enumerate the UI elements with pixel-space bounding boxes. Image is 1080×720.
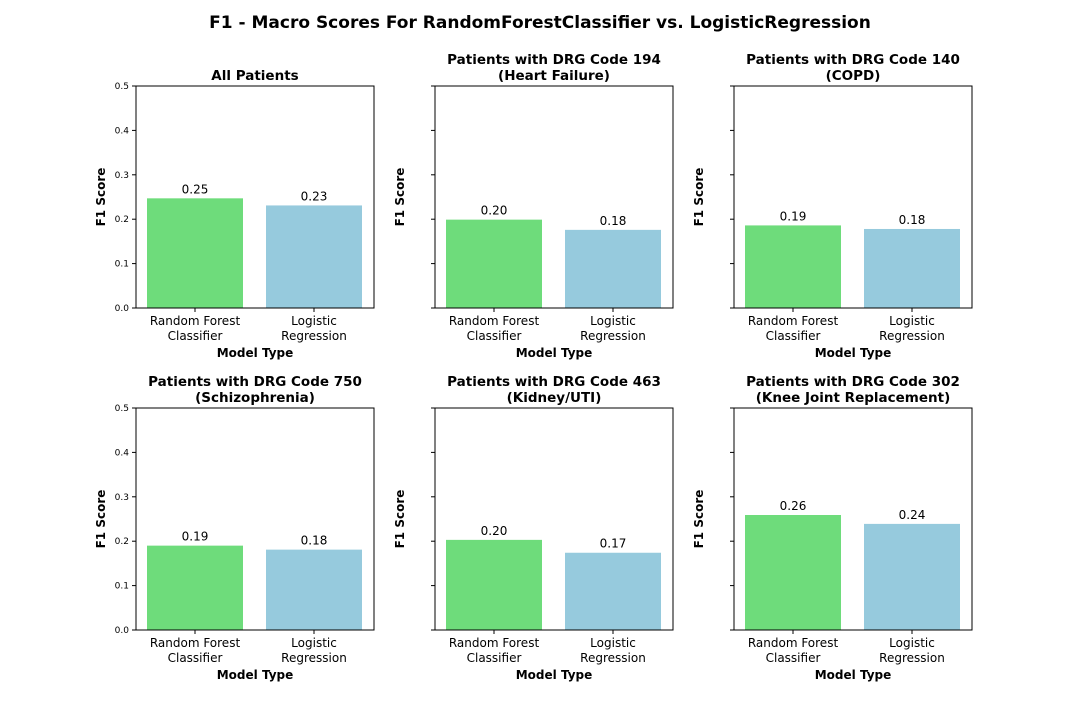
bar-value-label: 0.20 — [481, 204, 508, 218]
subplot-3: Patients with DRG Code 140(COPD) 0.19 Rand… — [692, 52, 973, 360]
subplot-title: (COPD) — [826, 68, 881, 84]
y-axis-label: F1 Score — [393, 490, 407, 549]
subplot-title: Patients with DRG Code 302 — [746, 374, 960, 390]
x-tick-label: Random Forest — [449, 636, 540, 650]
bar-random-forest — [147, 198, 243, 308]
axes-frame — [434, 407, 674, 631]
y-axis-label: F1 Score — [692, 490, 706, 549]
subplot-title: (Schizophrenia) — [195, 390, 315, 406]
x-axis-label: Model Type — [217, 346, 294, 360]
y-tick-label: 0.4 — [115, 126, 130, 136]
y-tick-label: 0.4 — [115, 448, 130, 458]
subplot-title: Patients with DRG Code 140 — [746, 52, 960, 68]
axes-frame — [135, 85, 375, 309]
bar-value-label: 0.19 — [182, 530, 209, 544]
x-tick-label: Classifier — [766, 651, 821, 665]
x-axis-label: Model Type — [815, 668, 892, 682]
subplot-6: Patients with DRG Code 302(Knee Joint Re… — [692, 374, 973, 682]
y-tick-label: 0.0 — [115, 304, 130, 314]
subplot-title: (Knee Joint Replacement) — [756, 390, 951, 406]
x-tick-label: Classifier — [168, 329, 223, 343]
subplot-title: Patients with DRG Code 750 — [148, 374, 362, 390]
bar-value-label: 0.19 — [780, 209, 807, 223]
x-tick-label: Classifier — [467, 651, 522, 665]
axes-frame — [733, 407, 973, 631]
y-tick-label: 0.2 — [115, 215, 129, 225]
subplot-title: All Patients — [211, 68, 298, 84]
bar-random-forest — [745, 225, 841, 308]
x-axis-label: Model Type — [516, 346, 593, 360]
bar-random-forest — [446, 219, 542, 308]
bar-logistic — [864, 523, 960, 630]
bar-logistic — [266, 549, 362, 630]
axes-frame — [434, 85, 674, 309]
bar-logistic — [565, 229, 661, 308]
x-tick-label: Random Forest — [150, 314, 241, 328]
x-tick-label: Random Forest — [449, 314, 540, 328]
y-axis-label: F1 Score — [393, 168, 407, 227]
bar-value-label: 0.18 — [301, 534, 328, 548]
x-tick-label: Random Forest — [150, 636, 241, 650]
x-tick-label: Regression — [580, 651, 646, 665]
subplot-title: (Heart Failure) — [498, 68, 610, 84]
bar-logistic — [266, 205, 362, 308]
bar-random-forest — [446, 539, 542, 630]
subplot-title: Patients with DRG Code 463 — [447, 374, 661, 390]
x-tick-label: Classifier — [467, 329, 522, 343]
bar-random-forest — [745, 515, 841, 630]
bar-value-label: 0.18 — [899, 213, 926, 227]
x-tick-label: Classifier — [168, 651, 223, 665]
figure-title: F1 - Macro Scores For RandomForestClassi… — [209, 13, 871, 33]
x-tick-label: Regression — [281, 651, 347, 665]
bar-logistic — [565, 552, 661, 630]
x-tick-label: Logistic — [291, 636, 337, 650]
x-axis-label: Model Type — [516, 668, 593, 682]
y-tick-label: 0.2 — [115, 537, 129, 547]
y-tick-label: 0.0 — [115, 626, 130, 636]
bar-value-label: 0.18 — [600, 214, 627, 228]
x-tick-label: Logistic — [291, 314, 337, 328]
bar-value-label: 0.17 — [600, 537, 627, 551]
subplot-title: Patients with DRG Code 194 — [447, 52, 661, 68]
y-axis-label: F1 Score — [692, 168, 706, 227]
x-tick-label: Regression — [580, 329, 646, 343]
axes-frame — [733, 85, 973, 309]
y-tick-label: 0.1 — [115, 582, 129, 592]
x-tick-label: Logistic — [590, 314, 636, 328]
x-axis-label: Model Type — [815, 346, 892, 360]
x-tick-label: Regression — [281, 329, 347, 343]
bar-value-label: 0.24 — [899, 508, 926, 522]
x-tick-label: Random Forest — [748, 636, 839, 650]
y-tick-label: 0.5 — [115, 82, 129, 92]
axes-frame — [135, 407, 375, 631]
subplot-2: Patients with DRG Code 194(Heart Failure… — [393, 52, 674, 360]
x-tick-label: Regression — [879, 651, 945, 665]
bar-random-forest — [147, 545, 243, 630]
y-tick-label: 0.1 — [115, 260, 129, 270]
bar-logistic — [864, 228, 960, 308]
x-tick-label: Classifier — [766, 329, 821, 343]
bar-value-label: 0.23 — [301, 189, 328, 203]
y-axis-label: F1 Score — [94, 168, 108, 227]
subplot-1: All Patients 0.25 Random ForestClassifier 0… — [94, 68, 375, 360]
x-tick-label: Logistic — [889, 636, 935, 650]
subplot-title: (Kidney/UTI) — [507, 390, 602, 406]
y-tick-label: 0.5 — [115, 404, 129, 414]
x-tick-label: Logistic — [590, 636, 636, 650]
y-tick-label: 0.3 — [115, 171, 129, 181]
y-axis-label: F1 Score — [94, 490, 108, 549]
x-tick-label: Regression — [879, 329, 945, 343]
subplot-4: Patients with DRG Code 750(Schizophrenia… — [94, 374, 375, 682]
bar-value-label: 0.20 — [481, 524, 508, 538]
subplot-5: Patients with DRG Code 463(Kidney/UTI) 0.… — [393, 374, 674, 682]
x-tick-label: Logistic — [889, 314, 935, 328]
bar-value-label: 0.25 — [182, 182, 209, 196]
y-tick-label: 0.3 — [115, 493, 129, 503]
x-axis-label: Model Type — [217, 668, 294, 682]
bar-value-label: 0.26 — [780, 499, 807, 513]
x-tick-label: Random Forest — [748, 314, 839, 328]
